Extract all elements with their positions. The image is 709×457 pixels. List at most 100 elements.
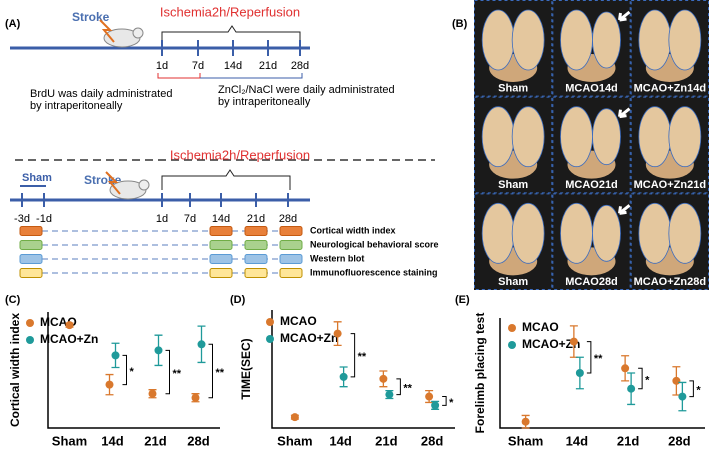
significance: * — [696, 385, 701, 397]
timepoint: 14d — [224, 60, 242, 72]
data-point — [105, 380, 114, 389]
assay-schedule: Cortical width index Neurological behavio… — [19, 225, 439, 278]
assay-box — [209, 268, 233, 278]
hemisphere — [560, 202, 593, 264]
hemisphere — [592, 108, 621, 166]
timepoint: 7d — [184, 213, 196, 225]
assay-box — [209, 226, 233, 236]
hemisphere — [638, 202, 672, 264]
photo-cell — [630, 0, 709, 97]
photo-cell — [552, 96, 631, 194]
significance-bracket — [208, 343, 213, 399]
data-point — [569, 337, 578, 346]
brace — [161, 25, 301, 40]
significance: ** — [173, 368, 182, 380]
panel-label: (B) — [452, 18, 468, 30]
assay-box — [209, 240, 233, 250]
hemisphere — [592, 11, 621, 69]
axes — [499, 318, 705, 429]
assay-label: Immunofluorescence staining — [310, 267, 438, 277]
significance: ** — [403, 383, 412, 395]
data-point — [672, 376, 681, 385]
timepoint: 28d — [291, 60, 309, 72]
data-point — [154, 346, 163, 355]
data-point — [333, 329, 342, 338]
data-point — [191, 393, 200, 402]
timepoint: 21d — [247, 213, 265, 225]
note: ZnCl₂/NaCl were daily administrated — [218, 84, 395, 96]
hemisphere — [560, 9, 593, 71]
lesion-arrow — [618, 10, 631, 22]
axes — [271, 310, 455, 429]
data-point — [65, 321, 74, 330]
data-point — [197, 340, 206, 349]
axes — [47, 312, 220, 429]
data-point — [111, 351, 120, 360]
y-axis-label: Cortical width index — [8, 313, 22, 427]
note: BrdU was daily administrated — [30, 88, 172, 100]
legend-label: MCAO+Zn — [522, 337, 580, 351]
timepoint: 21d — [259, 60, 277, 72]
x-tick-label: 21d — [617, 433, 639, 448]
hemisphere — [560, 106, 593, 168]
panel-label: (E) — [455, 294, 470, 306]
assay-box — [19, 254, 43, 264]
legend-marker — [26, 319, 34, 327]
assay-label: Cortical width index — [310, 225, 396, 235]
legend-label: MCAO — [522, 320, 559, 334]
assay-box — [209, 254, 233, 264]
photo-label: MCAO14d — [565, 83, 618, 95]
legend-marker — [266, 335, 274, 343]
legend-marker — [26, 336, 34, 344]
hemisphere — [668, 9, 702, 71]
legend-marker — [508, 324, 516, 332]
hemisphere — [638, 9, 672, 71]
mouse-icon — [99, 19, 144, 48]
hemisphere — [638, 106, 672, 168]
legend-marker — [508, 341, 516, 349]
timepoint: 1d — [156, 213, 168, 225]
significance-bracket — [165, 349, 170, 395]
photo-cell — [630, 96, 709, 194]
photo-cell — [474, 0, 553, 97]
photo-label: MCAO+Zn14d — [634, 83, 706, 95]
significance-bracket — [122, 354, 127, 386]
legend-label: MCAO — [280, 314, 317, 328]
assay-box — [244, 254, 268, 264]
assay-label: Western blot — [310, 253, 364, 263]
photo-cell — [552, 0, 631, 97]
data-point — [148, 389, 157, 398]
photo-label: MCAO28d — [565, 276, 618, 288]
sham-label: Sham — [22, 172, 52, 184]
photo-cell — [474, 193, 553, 290]
assay-box — [19, 268, 43, 278]
panel-label: (D) — [230, 294, 246, 306]
assay-box — [279, 254, 303, 264]
mouse-icon — [105, 171, 150, 200]
x-tick-label: 14d — [566, 433, 588, 448]
significance: * — [130, 366, 135, 378]
data-point — [621, 364, 630, 373]
data-point — [385, 390, 394, 399]
lesion-arrow — [618, 107, 631, 119]
assay-box — [244, 240, 268, 250]
hemisphere — [511, 106, 545, 168]
hemisphere — [481, 202, 515, 264]
legend-label: MCAO+Zn — [280, 331, 338, 345]
assay-label: Neurological behavioral score — [310, 239, 439, 249]
photo-label: Sham — [498, 276, 528, 288]
photo-label: Sham — [498, 83, 528, 95]
legend-marker — [266, 318, 274, 326]
significance-bracket — [586, 341, 592, 374]
timepoint: 7d — [192, 60, 204, 72]
hemisphere — [511, 9, 545, 71]
assay-box — [19, 226, 43, 236]
hemisphere — [668, 106, 702, 168]
timepoint: 28d — [279, 213, 297, 225]
significance: * — [449, 397, 454, 409]
x-tick-label: 14d — [101, 433, 123, 448]
brain-photos: Sham MCAO14d MCAO+Zn14d Sham MCAO21d MCAO+Zn2… — [474, 0, 709, 290]
panel-label: (C) — [5, 294, 21, 306]
hemisphere — [481, 9, 515, 71]
